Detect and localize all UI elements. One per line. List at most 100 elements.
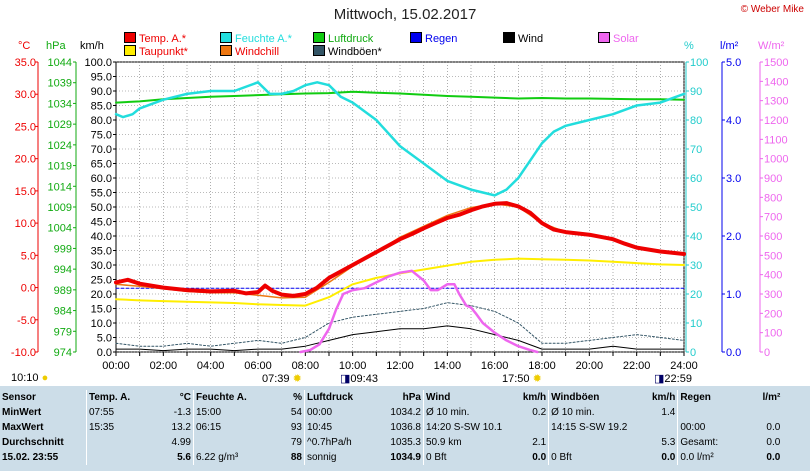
- stats-cell: 10:45: [304, 420, 371, 435]
- y-tick-label-solar: 1500: [764, 57, 788, 69]
- y-tick-label-pressure: 1039: [48, 78, 72, 90]
- y-tick-label-temp: -10.0: [11, 347, 36, 359]
- y-tick-label-pressure: 1034: [48, 98, 72, 110]
- stats-cell: [677, 405, 743, 420]
- stats-cell: hPa: [402, 392, 421, 403]
- y-tick-label-temp: 10.0: [15, 218, 36, 230]
- legend-item-wind: Wind: [503, 32, 543, 45]
- y-tick-label-wind: 95.0: [91, 72, 112, 84]
- stats-cell: Windböen: [548, 390, 630, 405]
- y-tick-label-pressure: 1014: [48, 181, 72, 193]
- legend-item-windchill: Windchill: [220, 45, 279, 58]
- stats-cell: [742, 405, 782, 420]
- legend-item-solar: Solar: [598, 32, 639, 45]
- stats-cell: 50.9 km: [423, 435, 505, 450]
- x-tick-label: 24:00: [670, 360, 698, 372]
- stats-cell: 15.02. 23:55: [2, 452, 59, 463]
- series-line-feuchtea: [114, 81, 686, 197]
- stats-cell: 14:20 S-SW 10.1: [423, 420, 505, 435]
- y-tick-label-wind: 10.0: [91, 318, 112, 330]
- legend-item-gusts: Windböen*: [313, 45, 382, 58]
- sunset-icon: ✹: [532, 373, 542, 385]
- stats-cell: 79: [290, 437, 302, 448]
- y-tick-label-wind: 65.0: [91, 159, 112, 171]
- series-line-solar: [299, 269, 539, 354]
- y-tick-label-humidity: 90: [690, 86, 702, 98]
- legend-item-pressure: Luftdruck: [313, 32, 373, 45]
- x-tick-label: 00:00: [102, 360, 130, 372]
- page-title: Mittwoch, 15.02.2017: [333, 6, 477, 23]
- stats-grid: Sensor Temp. A. °C Feuchte A.% Luftdruck hPa W…: [0, 390, 782, 465]
- stats-cell: %: [293, 392, 302, 403]
- stats-cell: ^0.7hPa/h: [304, 435, 371, 450]
- stats-cell: [86, 435, 149, 450]
- stats-cell: 00:00: [304, 405, 371, 420]
- y-tick-label-solar: 500: [764, 250, 782, 262]
- stats-cell: 54: [290, 407, 302, 418]
- stats-cell: sonnig: [304, 450, 371, 465]
- stats-cell: [548, 435, 630, 450]
- stats-cell: [86, 450, 149, 465]
- stats-cell: [193, 435, 268, 450]
- statistics-table: Sensor Temp. A. °C Feuchte A.% Luftdruck hPa W…: [0, 386, 810, 471]
- stats-cell: Durchschnitt: [2, 437, 64, 448]
- legend-swatch: [124, 45, 136, 56]
- stats-cell: 1034.2: [390, 407, 421, 418]
- unit-rain: l/m²: [720, 40, 739, 52]
- unit-humidity: %: [684, 40, 694, 52]
- stats-cell: 1034.9: [390, 452, 421, 463]
- stats-cell: Feuchte A.: [193, 390, 268, 405]
- y-tick-label-solar: 200: [764, 308, 782, 320]
- y-tick-label-wind: 45.0: [91, 217, 112, 229]
- y-tick-label-rain: 4.0: [726, 115, 741, 127]
- y-tick-label-solar: 100: [764, 328, 782, 340]
- legend-item-humidity: Feuchte A.*: [220, 32, 292, 45]
- y-tick-label-pressure: 1019: [48, 161, 72, 173]
- y-tick-label-solar: 800: [764, 192, 782, 204]
- stats-cell: 5.6: [177, 452, 191, 463]
- x-tick-label: 20:00: [576, 360, 604, 372]
- stats-cell: 15:00: [193, 405, 268, 420]
- y-tick-label-wind: 50.0: [91, 202, 112, 214]
- stats-cell: Wind: [423, 390, 505, 405]
- y-tick-label-wind: 15.0: [91, 304, 112, 316]
- stats-cell: 0.0 l/m²: [677, 450, 743, 465]
- y-tick-label-wind: 85.0: [91, 101, 112, 113]
- stats-cell: Temp. A.: [86, 390, 149, 405]
- y-tick-label-wind: 40.0: [91, 231, 112, 243]
- y-tick-label-humidity: 0: [690, 347, 696, 359]
- y-tick-label-wind: 70.0: [91, 144, 112, 156]
- stats-cell: 14:15 S-SW 19.2: [548, 420, 630, 435]
- x-tick-label: 06:00: [244, 360, 272, 372]
- stats-cell: Luftdruck: [304, 390, 371, 405]
- y-tick-label-wind: 0.0: [97, 347, 112, 359]
- y-tick-label-pressure: 999: [54, 243, 72, 255]
- y-tick-label-temp: -5.0: [17, 315, 36, 327]
- legend-swatch: [313, 32, 325, 43]
- stats-cell: 0.0: [766, 422, 781, 433]
- legend-swatch: [124, 32, 136, 43]
- stats-cell: 1036.8: [390, 422, 421, 433]
- y-tick-label-pressure: 994: [54, 264, 72, 276]
- stats-cell: 00:00: [677, 420, 743, 435]
- current-time: 10:10 ●: [11, 372, 49, 384]
- x-tick-label: 18:00: [528, 360, 556, 372]
- y-tick-label-solar: 1000: [764, 154, 788, 166]
- y-tick-label-humidity: 60: [690, 173, 702, 185]
- legend-item-rain: Regen: [410, 32, 457, 45]
- y-tick-label-wind: 25.0: [91, 275, 112, 287]
- x-tick-label: 12:00: [386, 360, 414, 372]
- unit-pressure: hPa: [46, 40, 66, 52]
- y-tick-label-wind: 100.0: [84, 57, 112, 69]
- stats-row: 15.02. 23:55 5.6 6.22 g/m³ 88 sonnig 1034.9 0 …: [0, 450, 782, 465]
- stats-cell: MinWert: [2, 407, 42, 418]
- stats-cell: Ø 10 min.: [423, 405, 505, 420]
- y-tick-label-rain: 0.0: [726, 347, 741, 359]
- series-line-luftdruck: [115, 90, 685, 104]
- y-tick-label-humidity: 50: [690, 202, 702, 214]
- stats-cell: 0.0: [766, 437, 781, 448]
- y-tick-label-pressure: 1024: [48, 140, 72, 152]
- unit-solar: W/m²: [758, 40, 785, 52]
- stats-cell: l/m²: [762, 392, 781, 403]
- stats-cell: [629, 420, 678, 435]
